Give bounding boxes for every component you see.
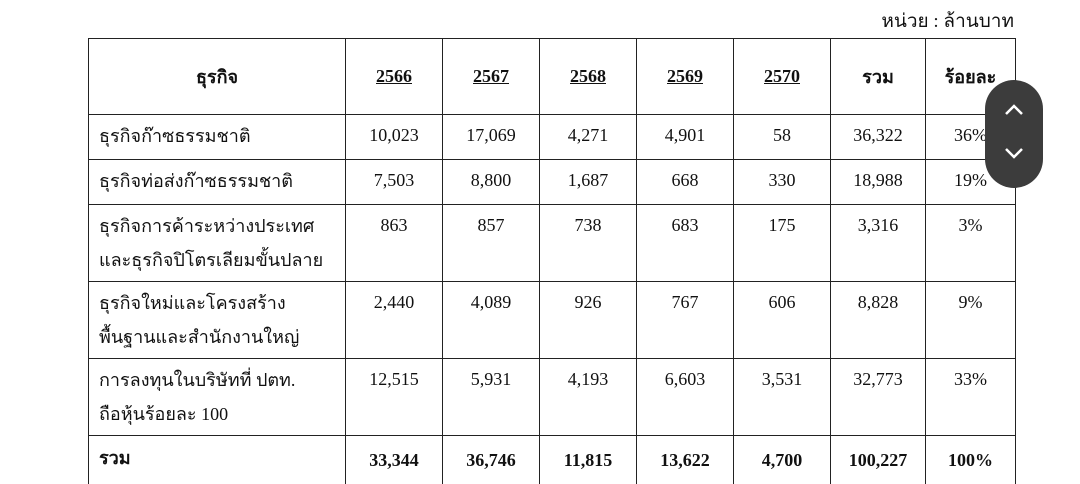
row-label: ธุรกิจท่อส่งก๊าซธรรมชาติ bbox=[88, 159, 346, 205]
header-cell: 2566 bbox=[345, 38, 443, 115]
row-label-line: การลงทุนในบริษัทที่ ปตท. bbox=[99, 370, 296, 390]
value-cell: 4,271 bbox=[539, 114, 637, 160]
header-text: 2566 bbox=[376, 66, 412, 86]
value-cell: 668 bbox=[636, 159, 734, 205]
table-row: ธุรกิจท่อส่งก๊าซธรรมชาติ 7,503 8,800 1,687 6… bbox=[88, 159, 1016, 205]
header-text: 2570 bbox=[764, 66, 800, 86]
value-cell: 33% bbox=[925, 358, 1016, 436]
value-cell: 5,931 bbox=[442, 358, 540, 436]
table-row: การลงทุนในบริษัทที่ ปตท. ถือหุ้นร้อยละ 10… bbox=[88, 358, 1016, 436]
unit-note: หน่วย : ล้านบาท bbox=[881, 11, 1014, 32]
total-cell: 4,700 bbox=[733, 435, 831, 484]
value-cell: 3% bbox=[925, 204, 1016, 282]
header-cell: 2567 bbox=[442, 38, 540, 115]
header-text: รวม bbox=[862, 67, 894, 87]
total-cell: 100,227 bbox=[830, 435, 926, 484]
row-label-line: ถือหุ้นร้อยละ 100 bbox=[99, 404, 229, 424]
value-cell: 12,515 bbox=[345, 358, 443, 436]
header-cell: 2569 bbox=[636, 38, 734, 115]
value-cell: 4,089 bbox=[442, 281, 540, 359]
value-cell: 330 bbox=[733, 159, 831, 205]
row-label-line: ธุรกิจใหม่และโครงสร้าง bbox=[99, 293, 286, 313]
value-cell: 3,316 bbox=[830, 204, 926, 282]
header-cell: 2568 bbox=[539, 38, 637, 115]
value-cell: 2,440 bbox=[345, 281, 443, 359]
value-cell: 926 bbox=[539, 281, 637, 359]
value-cell: 3,531 bbox=[733, 358, 831, 436]
value-cell: 4,901 bbox=[636, 114, 734, 160]
table-row: ธุรกิจก๊าซธรรมชาติ 10,023 17,069 4,271 4,901… bbox=[88, 114, 1016, 160]
value-cell: 10,023 bbox=[345, 114, 443, 160]
total-row: รวม 33,344 36,746 11,815 13,622 4,700 100,227 1… bbox=[88, 435, 1016, 484]
row-label: ธุรกิจใหม่และโครงสร้างพื้นฐานและสำนักงาน… bbox=[88, 281, 346, 359]
scroll-up[interactable] bbox=[1004, 102, 1024, 116]
row-label: ธุรกิจการค้าระหว่างประเทศและธุรกิจปิโตรเ… bbox=[88, 204, 346, 282]
header-row: ธุรกิจ 2566 2567 2568 2569 2570 รวม ร้อยละ bbox=[88, 38, 1016, 115]
value-cell: 7,503 bbox=[345, 159, 443, 205]
value-cell: 18,988 bbox=[830, 159, 926, 205]
header-cell: รวม bbox=[830, 38, 926, 115]
header-cell: ธุรกิจ bbox=[88, 38, 346, 115]
value-cell: 738 bbox=[539, 204, 637, 282]
table-row: ธุรกิจใหม่และโครงสร้างพื้นฐานและสำนักงาน… bbox=[88, 281, 1016, 359]
value-cell: 857 bbox=[442, 204, 540, 282]
value-cell: 36,322 bbox=[830, 114, 926, 160]
value-cell: 8,828 bbox=[830, 281, 926, 359]
value-cell: 1,687 bbox=[539, 159, 637, 205]
value-cell: 8,800 bbox=[442, 159, 540, 205]
scroll-buttons bbox=[985, 80, 1043, 188]
row-label-line: และธุรกิจปิโตรเลียมขั้นปลาย bbox=[99, 250, 324, 270]
row-label-line: ธุรกิจการค้าระหว่างประเทศ bbox=[99, 216, 315, 236]
row-label: การลงทุนในบริษัทที่ ปตท. ถือหุ้นร้อยละ 10… bbox=[88, 358, 346, 436]
row-label: ธุรกิจก๊าซธรรมชาติ bbox=[88, 114, 346, 160]
scroll-down[interactable] bbox=[1004, 146, 1024, 160]
value-cell: 6,603 bbox=[636, 358, 734, 436]
data-table: ธุรกิจ 2566 2567 2568 2569 2570 รวม ร้อยละ ธุรก… bbox=[88, 38, 1016, 484]
total-cell: 100% bbox=[925, 435, 1016, 484]
header-cell: 2570 bbox=[733, 38, 831, 115]
total-cell: 11,815 bbox=[539, 435, 637, 484]
value-cell: 683 bbox=[636, 204, 734, 282]
value-cell: 4,193 bbox=[539, 358, 637, 436]
header-text: 2569 bbox=[667, 66, 703, 86]
header-text: ร้อยละ bbox=[944, 67, 997, 87]
value-cell: 9% bbox=[925, 281, 1016, 359]
total-cell: 13,622 bbox=[636, 435, 734, 484]
row-label-line: พื้นฐานและสำนักงานใหญ่ bbox=[99, 327, 300, 347]
total-label: รวม bbox=[88, 435, 346, 484]
header-text: ธุรกิจ bbox=[195, 67, 239, 87]
total-cell: 33,344 bbox=[345, 435, 443, 484]
header-text: 2567 bbox=[473, 66, 509, 86]
value-cell: 17,069 bbox=[442, 114, 540, 160]
header-text: 2568 bbox=[570, 66, 606, 86]
table-row: ธุรกิจการค้าระหว่างประเทศและธุรกิจปิโตรเ… bbox=[88, 204, 1016, 282]
value-cell: 32,773 bbox=[830, 358, 926, 436]
value-cell: 606 bbox=[733, 281, 831, 359]
value-cell: 175 bbox=[733, 204, 831, 282]
value-cell: 767 bbox=[636, 281, 734, 359]
value-cell: 863 bbox=[345, 204, 443, 282]
value-cell: 58 bbox=[733, 114, 831, 160]
row-label-line: ธุรกิจก๊าซธรรมชาติ bbox=[99, 126, 251, 146]
row-label-line: ธุรกิจท่อส่งก๊าซธรรมชาติ bbox=[99, 171, 293, 191]
total-cell: 36,746 bbox=[442, 435, 540, 484]
table-body: ธุรกิจก๊าซธรรมชาติ 10,023 17,069 4,271 4,901… bbox=[88, 114, 1016, 484]
